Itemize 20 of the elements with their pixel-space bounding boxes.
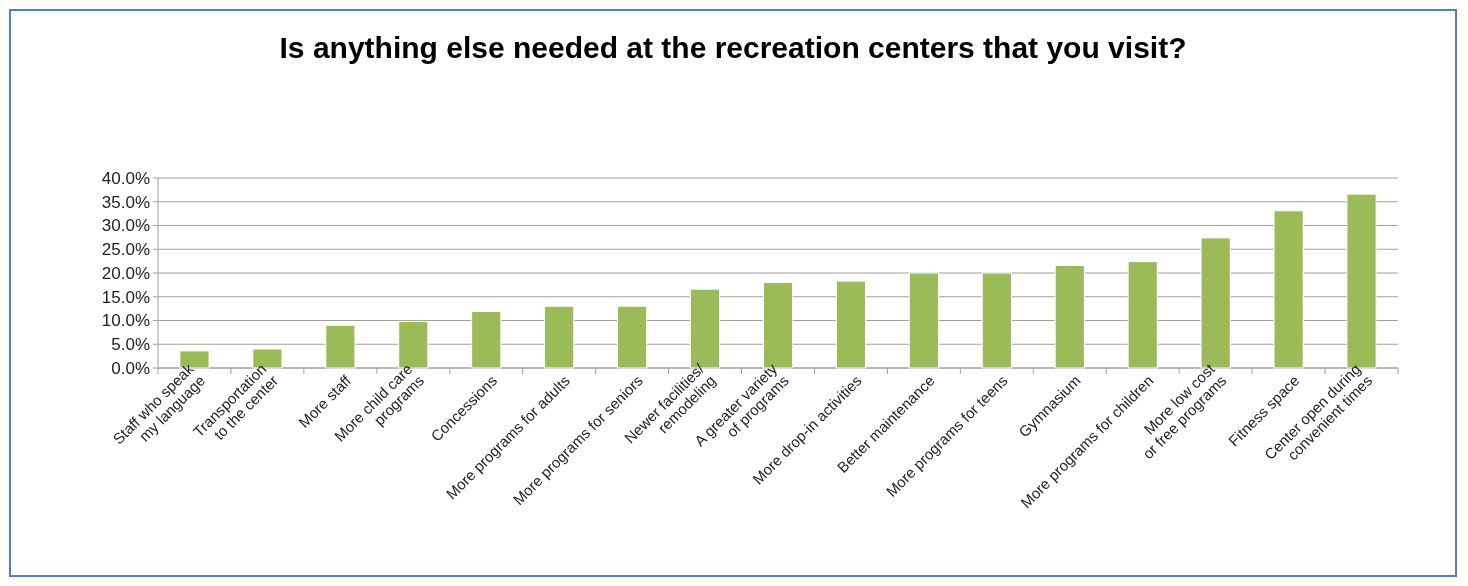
bar [1273, 210, 1304, 369]
bar [1054, 264, 1085, 369]
chart-title: Is anything else needed at the recreation centers that you visit? [279, 31, 1187, 64]
bar [544, 305, 575, 369]
y-tick-label: 5.0% [111, 335, 150, 355]
y-tick-label: 15.0% [101, 287, 150, 307]
y-tick-label: 10.0% [101, 311, 150, 331]
bar [1127, 261, 1158, 369]
y-tick-label: 30.0% [101, 216, 150, 236]
bar [471, 310, 502, 369]
y-tick-label: 35.0% [101, 192, 150, 212]
bar [835, 280, 867, 369]
y-tick-label: 0.0% [111, 358, 150, 378]
bar [325, 324, 356, 369]
bar [617, 305, 648, 369]
bar [908, 272, 939, 369]
y-tick-label: 25.0% [101, 240, 150, 260]
y-tick-label: 20.0% [101, 263, 150, 283]
bar [981, 272, 1012, 369]
y-tick-label: 40.0% [101, 168, 150, 188]
